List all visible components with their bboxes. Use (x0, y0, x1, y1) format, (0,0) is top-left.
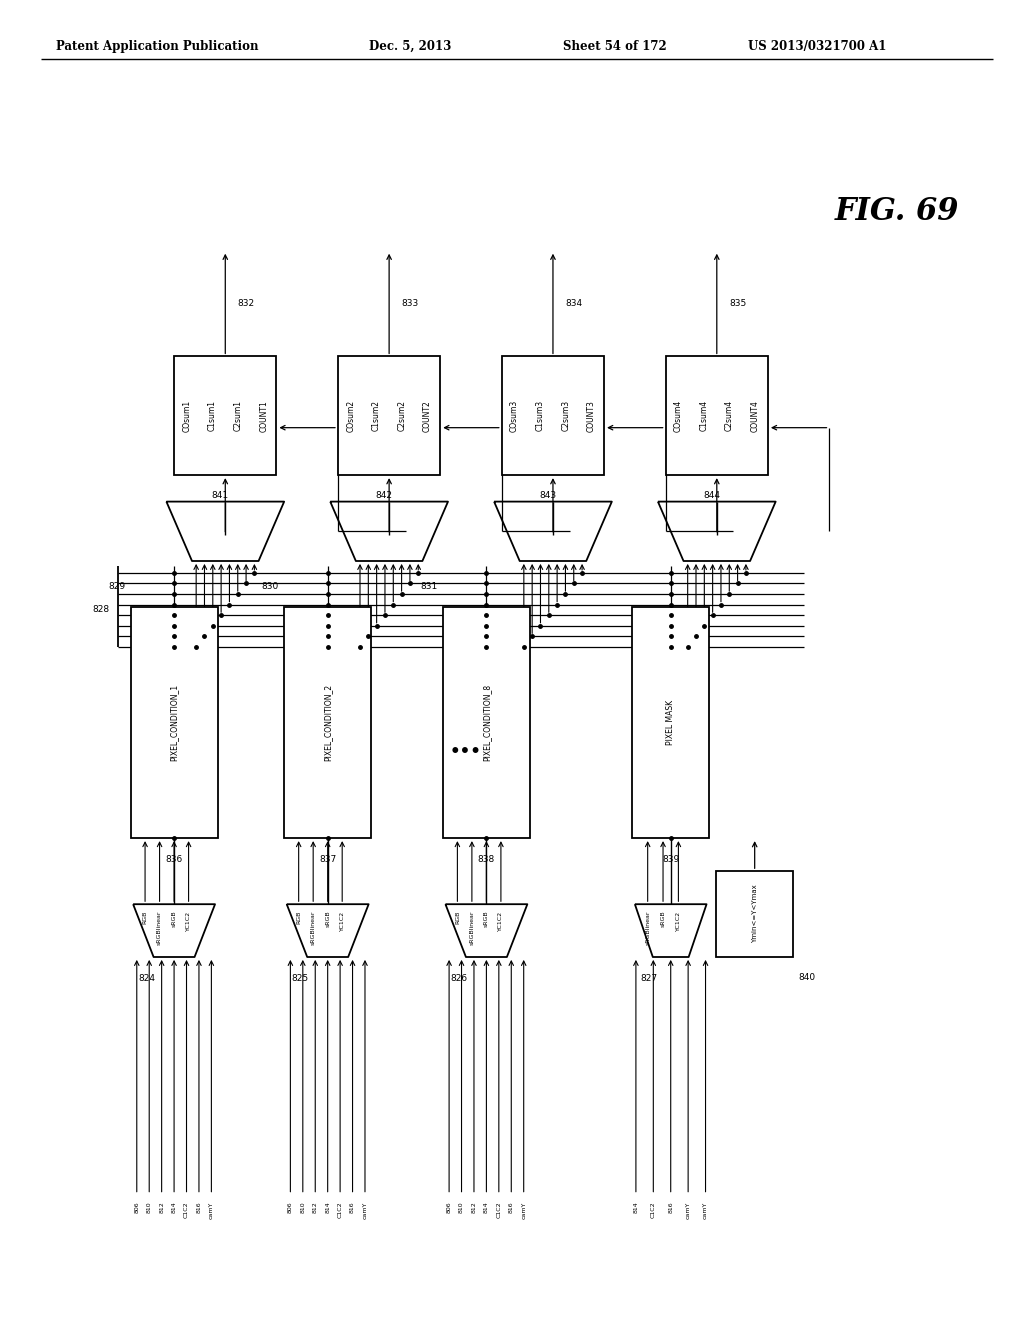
Text: 812: 812 (159, 1201, 164, 1213)
Text: 812: 812 (471, 1201, 476, 1213)
Text: COsum1: COsum1 (182, 400, 191, 432)
Text: PIXEL MASK: PIXEL MASK (667, 700, 675, 746)
Text: 810: 810 (459, 1201, 464, 1213)
Text: 810: 810 (300, 1201, 305, 1213)
Text: sRGBlinear: sRGBlinear (310, 911, 315, 945)
Text: sRGB: sRGB (660, 911, 666, 928)
Text: camY: camY (209, 1201, 214, 1218)
Bar (338, 356, 440, 475)
Text: 831: 831 (421, 582, 438, 591)
Text: 841: 841 (212, 491, 228, 500)
Text: C1sum3: C1sum3 (536, 400, 545, 432)
Text: 842: 842 (376, 491, 392, 500)
Text: Sheet 54 of 172: Sheet 54 of 172 (563, 40, 667, 53)
Bar (131, 607, 218, 838)
Text: sRGB: sRGB (484, 911, 488, 928)
Text: 834: 834 (565, 300, 583, 308)
Text: COsum3: COsum3 (510, 400, 519, 432)
Text: 814: 814 (484, 1201, 488, 1213)
Text: camY: camY (703, 1201, 708, 1218)
Bar (633, 607, 709, 838)
Text: PIXEL_CONDITION_8: PIXEL_CONDITION_8 (482, 684, 490, 762)
Text: YC1C2: YC1C2 (186, 911, 191, 931)
Text: camY: camY (521, 1201, 526, 1218)
Text: C2sum2: C2sum2 (397, 400, 407, 432)
Text: 814: 814 (634, 1201, 638, 1213)
Text: COUNT2: COUNT2 (423, 400, 432, 432)
Text: camY: camY (362, 1201, 368, 1218)
Text: COUNT3: COUNT3 (587, 400, 596, 432)
Text: 838: 838 (478, 855, 495, 865)
Text: PIXEL_CONDITION_2: PIXEL_CONDITION_2 (324, 684, 332, 762)
Text: 824: 824 (138, 974, 156, 983)
Text: 814: 814 (326, 1201, 330, 1213)
Text: Patent Application Publication: Patent Application Publication (56, 40, 259, 53)
Text: 829: 829 (109, 582, 125, 591)
Text: C1sum4: C1sum4 (699, 400, 709, 432)
Text: COsum2: COsum2 (346, 400, 355, 432)
Text: RGB: RGB (142, 911, 147, 924)
Text: 826: 826 (451, 974, 468, 983)
Text: 806: 806 (446, 1201, 452, 1213)
Text: 836: 836 (166, 855, 182, 865)
Text: C2sum4: C2sum4 (725, 400, 734, 432)
Text: C1C2: C1C2 (338, 1201, 343, 1218)
Text: Dec. 5, 2013: Dec. 5, 2013 (369, 40, 451, 53)
Text: C1sum2: C1sum2 (372, 400, 381, 432)
Text: FIG. 69: FIG. 69 (835, 195, 959, 227)
Text: YC1C2: YC1C2 (676, 911, 681, 931)
Text: COUNT4: COUNT4 (751, 400, 760, 432)
Text: 839: 839 (663, 855, 679, 865)
Text: C1C2: C1C2 (184, 1201, 189, 1218)
Text: C2sum1: C2sum1 (233, 400, 243, 432)
Bar (174, 356, 276, 475)
Text: RGB: RGB (455, 911, 460, 924)
Text: C1sum1: C1sum1 (208, 400, 217, 432)
Text: 810: 810 (146, 1201, 152, 1213)
Bar (666, 356, 768, 475)
Text: 843: 843 (540, 491, 556, 500)
Text: RGB: RGB (296, 911, 301, 924)
Text: YC1C2: YC1C2 (499, 911, 504, 931)
Text: 812: 812 (312, 1201, 317, 1213)
Text: 827: 827 (640, 974, 657, 983)
Text: camY: camY (686, 1201, 690, 1218)
Text: 828: 828 (92, 606, 110, 614)
Text: COUNT1: COUNT1 (259, 400, 268, 432)
Text: 825: 825 (292, 974, 309, 983)
Text: PIXEL_CONDITION_1: PIXEL_CONDITION_1 (170, 684, 178, 762)
Bar (442, 607, 530, 838)
Text: C1C2: C1C2 (497, 1201, 502, 1218)
Text: •••: ••• (450, 743, 482, 762)
Text: C1C2: C1C2 (651, 1201, 655, 1218)
Text: US 2013/0321700 A1: US 2013/0321700 A1 (748, 40, 886, 53)
Text: sRGB: sRGB (326, 911, 330, 928)
Text: C2sum3: C2sum3 (561, 400, 570, 432)
Text: COsum4: COsum4 (674, 400, 683, 432)
Text: 816: 816 (509, 1201, 514, 1213)
Text: sRGBlinear: sRGBlinear (469, 911, 474, 945)
Text: 830: 830 (262, 582, 279, 591)
Text: YC1C2: YC1C2 (340, 911, 345, 931)
Text: 816: 816 (350, 1201, 355, 1213)
Text: 806: 806 (134, 1201, 139, 1213)
Bar (717, 871, 793, 957)
Text: sRGBlinear: sRGBlinear (157, 911, 162, 945)
Text: 832: 832 (238, 300, 255, 308)
Text: Ymin<=Y<Ymax: Ymin<=Y<Ymax (752, 884, 758, 944)
Bar (502, 356, 604, 475)
Text: 835: 835 (729, 300, 746, 308)
Text: 844: 844 (703, 491, 720, 500)
Text: 816: 816 (197, 1201, 202, 1213)
Text: 806: 806 (288, 1201, 293, 1213)
Text: 840: 840 (799, 973, 815, 982)
Text: sRGBlinear: sRGBlinear (645, 911, 650, 945)
Text: sRGB: sRGB (172, 911, 176, 928)
Text: 816: 816 (669, 1201, 673, 1213)
Text: 814: 814 (172, 1201, 176, 1213)
Text: 837: 837 (319, 855, 336, 865)
Bar (285, 607, 372, 838)
Text: 833: 833 (401, 300, 419, 308)
